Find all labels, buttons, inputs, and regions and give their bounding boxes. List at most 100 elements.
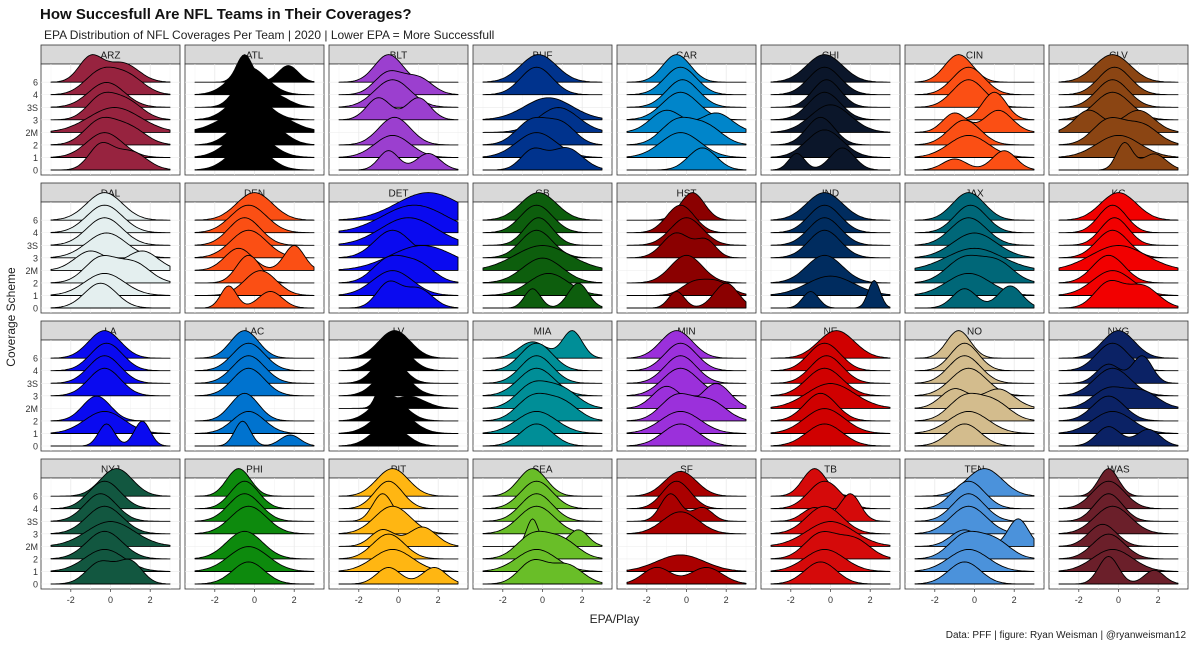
team-panel-ne: NE [760,320,901,452]
ridge-3s [626,217,747,246]
ridge-4 [914,66,1035,96]
ridge-6 [770,54,891,83]
x-tick-label: 0 [828,595,833,605]
ridge-3 [50,367,171,397]
y-tick-label: 3 [33,115,38,125]
ridge-1 [1058,134,1179,158]
ridge-1 [1058,548,1179,572]
ridge-2 [1058,117,1179,146]
x-tick-label: -2 [211,595,219,605]
ridge-3s [1058,217,1179,246]
x-tick-label: -2 [643,595,651,605]
y-tick-label: 2M [25,128,38,138]
y-tick-label: 3 [33,391,38,401]
ridge-1 [770,129,891,158]
ridge-4 [1058,480,1179,510]
ridge-2 [770,392,891,422]
ridge-2 [338,254,459,284]
x-tick-label: 2 [868,595,873,605]
ridge-0 [770,561,891,585]
y-tick-label: 2 [33,554,38,564]
y-tick-label: 2 [33,416,38,426]
ridge-6 [914,330,1035,359]
y-tick-label: 3S [27,379,38,389]
x-tick-label: 2 [580,595,585,605]
ridge-3 [1058,505,1179,535]
facet-label: MIN [677,327,695,338]
ridge-6 [914,54,1035,83]
ridge-3 [770,367,891,397]
ridge-1 [50,548,171,572]
ridge-3 [1058,367,1179,397]
facet-label: JAX [965,189,984,200]
ridge-0 [194,285,315,309]
ridge-0 [482,559,603,585]
team-panel-det: DET [328,182,469,314]
ridge-6 [626,470,747,497]
ridge-0 [338,423,459,447]
facet-label: HST [677,189,697,200]
team-panel-was: WAS -2 0 2 [1048,458,1189,605]
team-panel-sea: SEA -2 0 2 [472,458,613,605]
ridge-0 [50,282,171,309]
facet-label: DET [389,189,409,200]
y-tick-label: 0 [33,442,38,452]
ridge-6 [194,330,315,359]
ridge-4 [770,204,891,234]
ridge-2m [1058,386,1179,409]
y-tick-label: 4 [33,366,38,376]
ridge-2 [338,116,459,146]
facet-label: NO [967,327,982,338]
ridge-0 [338,280,459,309]
ridge-6 [626,192,747,221]
facet-label: PHI [246,465,263,476]
ridge-1 [626,410,747,434]
ridge-2 [482,392,603,422]
ridge-4 [914,342,1035,372]
ridge-2 [1058,254,1179,284]
team-panel-ind: IND [760,182,901,314]
facet-label: SF [680,465,693,476]
ridge-0 [1058,426,1179,447]
team-panel-jax: JAX [904,182,1045,314]
ridge-6 [770,330,891,359]
y-tick-label: 3 [33,529,38,539]
team-panel-dal: DAL0122M33S46 [25,182,181,314]
x-tick-label: -2 [787,595,795,605]
ridge-3 [914,232,1035,259]
ridge-0 [626,147,747,171]
ridge-4 [482,66,603,96]
ridge-0 [482,282,603,309]
ridge-0 [338,566,459,585]
ridge-4 [50,480,171,510]
x-tick-label: 2 [292,595,297,605]
y-tick-label: 2 [33,278,38,288]
ridge-0 [50,141,171,171]
ridge-0 [626,282,747,309]
ridge-3 [50,91,171,121]
ridge-2 [50,395,171,422]
y-tick-label: 6 [33,216,38,226]
team-panel-buf: BUF [472,44,613,176]
y-tick-label: 4 [33,228,38,238]
team-panel-sf: SF -2 0 2 [616,458,757,605]
ridge-2m [1058,523,1179,547]
ridge-4 [482,342,603,372]
facet-label: BLT [390,51,408,62]
facet-label: ATL [246,51,264,62]
ridge-6 [770,192,891,221]
ridge-2 [482,257,603,284]
ridge-2 [194,392,315,422]
team-panel-den: DEN [184,182,325,314]
ridge-3s [914,217,1035,246]
ridge-1 [194,270,315,296]
y-tick-label: 2M [25,404,38,414]
y-tick-label: 4 [33,90,38,100]
ridge-1 [914,548,1035,572]
facet-label: ARZ [101,51,121,62]
team-panel-pit: PIT-202 [328,458,469,605]
facet-label: CIN [966,51,983,62]
ridge-2 [626,254,747,284]
ridge-2 [194,530,315,560]
ridge-6 [194,468,315,497]
